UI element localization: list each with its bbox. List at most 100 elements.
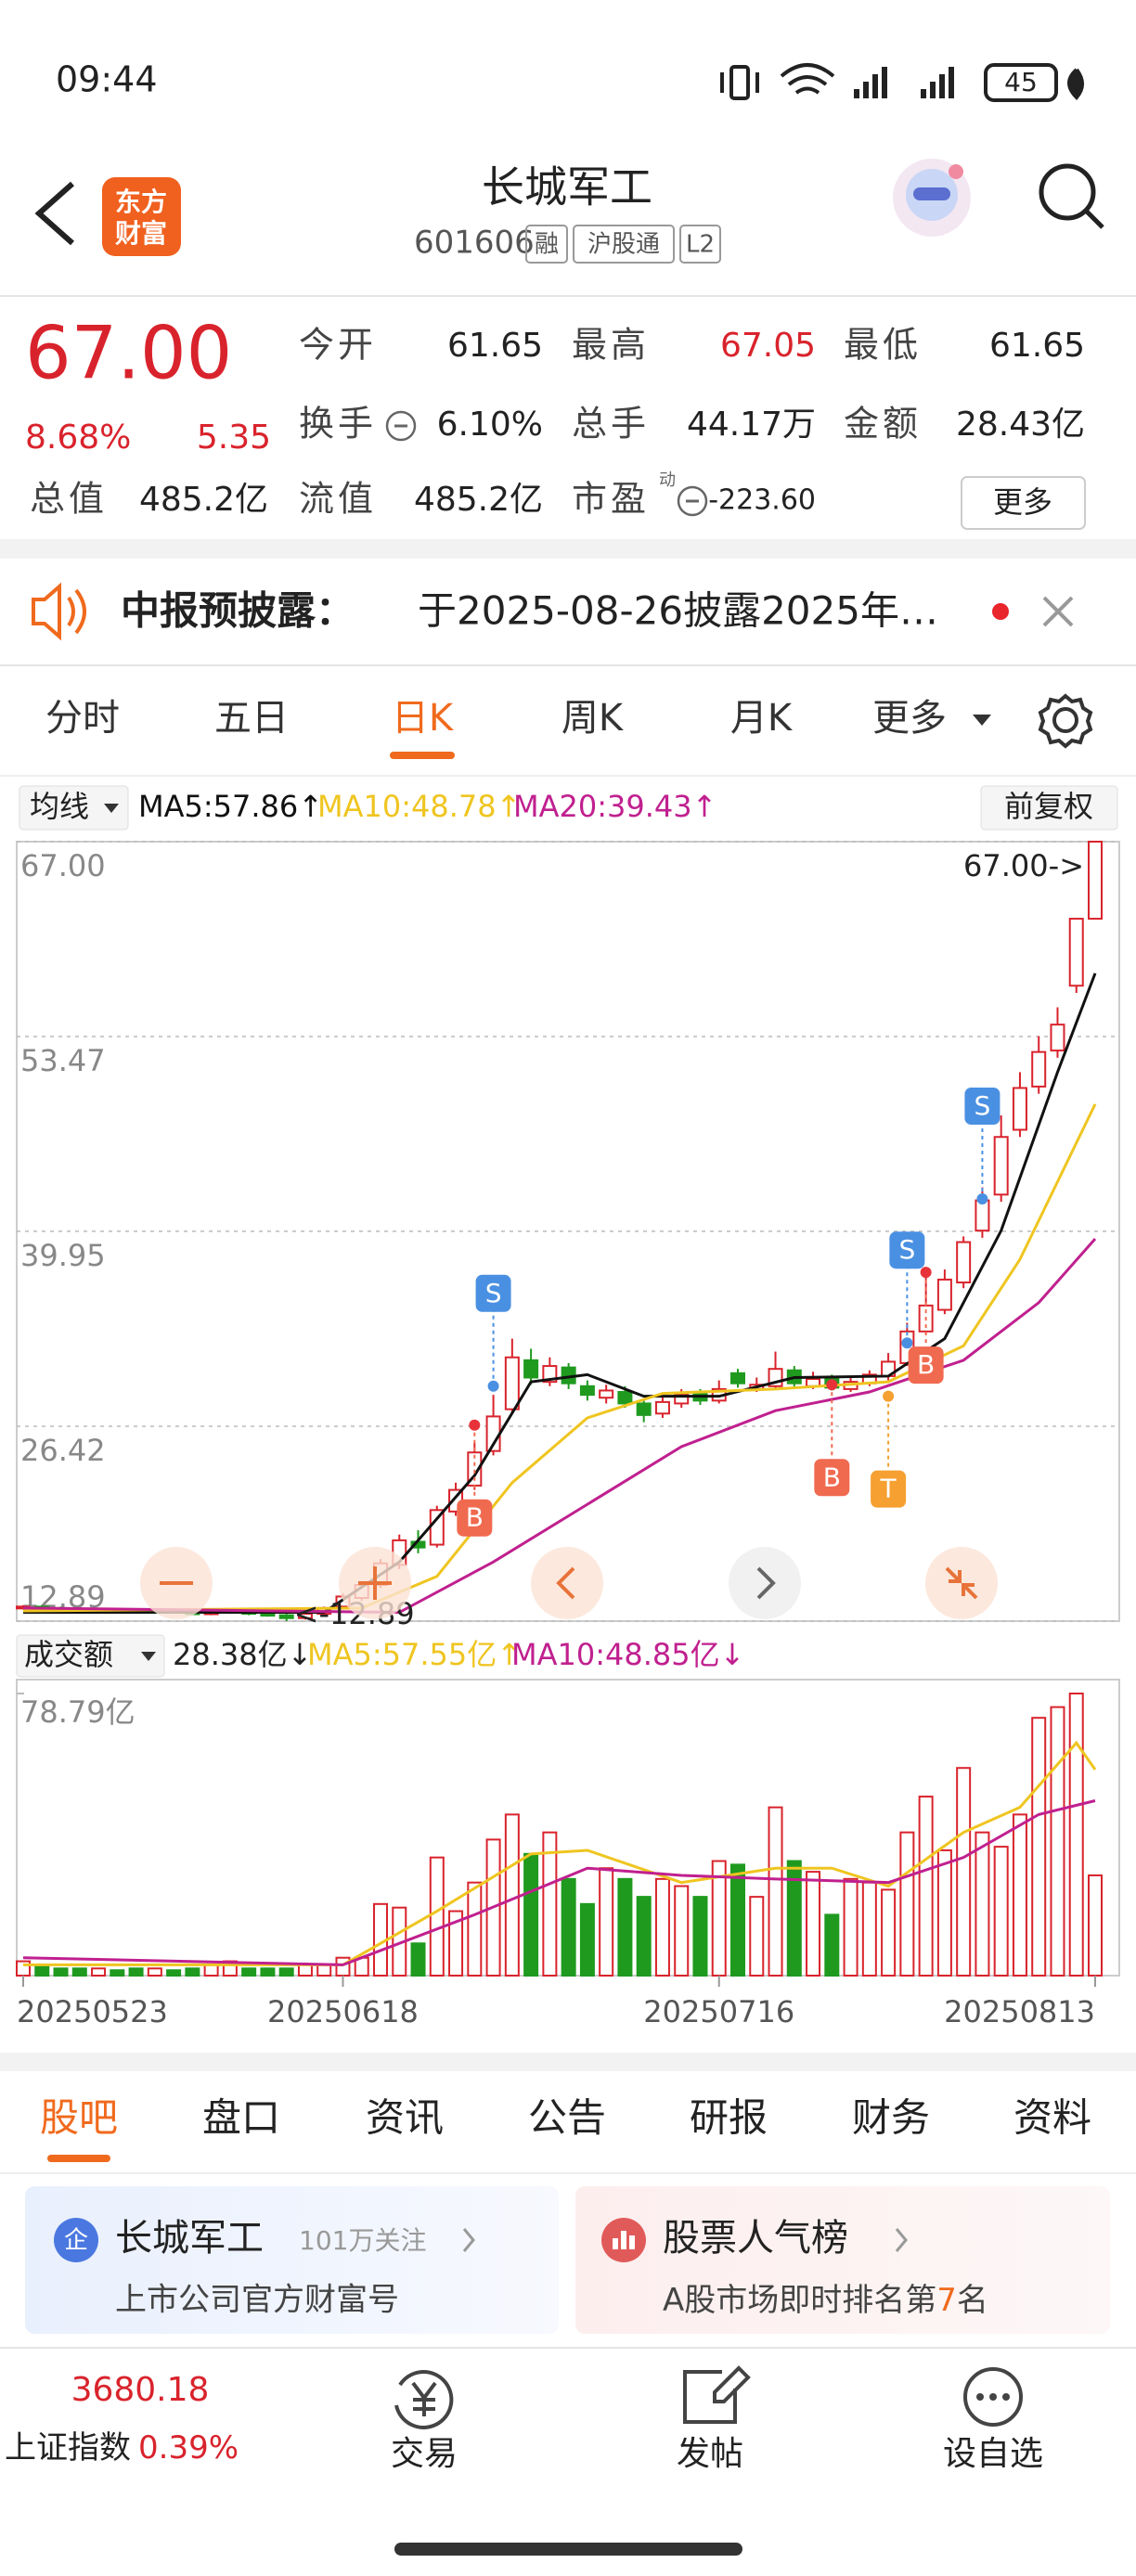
search-button[interactable] <box>1039 163 1104 229</box>
candle-body <box>956 1241 972 1284</box>
content-tab[interactable]: 资料 <box>1013 2095 1091 2141</box>
nav-label[interactable]: 交易 <box>391 2435 458 2473</box>
y-tick-label: 26.42 <box>20 1433 106 1468</box>
volume-bar <box>899 1831 915 1977</box>
content-tab[interactable]: 股吧 <box>40 2095 118 2141</box>
tab[interactable]: 更多 <box>872 697 947 740</box>
change-amount: 5.35 <box>197 419 271 457</box>
index-value[interactable]: 3680.18 <box>71 2371 210 2409</box>
candle-body <box>674 1394 690 1405</box>
tab[interactable]: 五日 <box>214 697 289 740</box>
volume-bar <box>429 1856 445 1977</box>
stat-label: 总手 <box>572 404 650 444</box>
content-tab[interactable]: 盘口 <box>202 2095 280 2141</box>
stat-label: 市盈 <box>572 479 650 520</box>
volume-bar <box>110 1969 125 1977</box>
volume-bar <box>278 1967 294 1977</box>
volume-bar <box>579 1902 595 1977</box>
ma-selector-label: 均线 <box>30 789 89 824</box>
settings-button[interactable] <box>1038 693 1093 749</box>
close-notice[interactable] <box>1042 596 1074 627</box>
signal-badge <box>964 1087 1000 1125</box>
signal-dot <box>826 1379 838 1391</box>
tab[interactable]: 周K <box>562 697 625 740</box>
volume-selector-label: 成交额 <box>24 1637 113 1672</box>
change-percent: 8.68% <box>25 419 131 457</box>
signal-label: S <box>485 1278 502 1308</box>
avatar[interactable] <box>893 159 971 237</box>
rank-suffix: 名 <box>957 2282 988 2319</box>
stat-value: 485.2亿 <box>414 481 543 519</box>
volume-bar <box>203 1964 219 1977</box>
back-button[interactable] <box>34 181 74 246</box>
info-icon <box>677 485 708 517</box>
y-tick-label: 53.47 <box>20 1043 106 1078</box>
trade-icon <box>394 2370 454 2429</box>
tab[interactable]: 月K <box>730 697 794 740</box>
company-card[interactable] <box>25 2186 559 2334</box>
zoom-in-button[interactable] <box>339 1547 411 1619</box>
last-price: 67.00 <box>25 312 232 395</box>
nav-label[interactable]: 设自选 <box>943 2435 1043 2473</box>
reset-zoom-button[interactable] <box>925 1547 998 1619</box>
signal-dot <box>883 1390 895 1402</box>
chart-controls <box>140 1547 998 1619</box>
more-button[interactable] <box>961 476 1086 530</box>
volume-bar <box>260 1967 276 1977</box>
volume-bar <box>786 1860 802 1977</box>
legend-item: MA10:48.78↑ <box>317 789 521 824</box>
legend-item: MA5:57.86↑ <box>138 789 323 824</box>
stat-value: 485.2亿 <box>139 481 268 519</box>
ma-line <box>22 1799 1096 1966</box>
content-tab[interactable]: 财务 <box>852 2095 930 2141</box>
tab[interactable]: 日K <box>392 697 455 740</box>
chevron <box>895 2228 908 2252</box>
content-tab[interactable]: 公告 <box>528 2095 606 2141</box>
tag: L2 <box>686 231 715 259</box>
adjust-selector[interactable] <box>980 785 1118 831</box>
volume-bar <box>1031 1717 1047 1977</box>
x-tick-label: 20250813 <box>944 1994 1095 2029</box>
ma-selector[interactable] <box>19 785 129 831</box>
nav-label[interactable]: 发帖 <box>677 2435 743 2473</box>
ma-line <box>23 1740 1097 1966</box>
signal-badge <box>475 1274 511 1312</box>
volume-selector[interactable] <box>16 1634 165 1678</box>
signal-badge <box>814 1459 850 1497</box>
signal-badge <box>871 1470 907 1508</box>
dropdown-arrow <box>104 804 119 813</box>
tab-underline <box>390 752 455 759</box>
volume-bar <box>1012 1813 1027 1977</box>
legend-item: MA20:39.43↑ <box>513 789 716 824</box>
index-change: 0.39% <box>138 2429 239 2467</box>
scroll-right-button[interactable] <box>729 1547 801 1619</box>
candle-body <box>1088 841 1103 921</box>
candle-body <box>993 1136 1009 1196</box>
candle-body <box>636 1402 652 1416</box>
notice-text[interactable]: 于2025-08-26披露2025年… <box>418 588 938 634</box>
candle-body <box>936 1278 952 1311</box>
signal-label: B <box>917 1349 935 1380</box>
tab-underline <box>47 2155 110 2162</box>
volume-bar <box>674 1885 690 1977</box>
candle-body <box>599 1389 614 1399</box>
content-tab[interactable]: 资讯 <box>366 2095 444 2141</box>
ranking-card[interactable] <box>575 2186 1110 2334</box>
volume-bar <box>861 1881 877 1977</box>
signal-badge <box>457 1499 493 1537</box>
tab[interactable]: 分时 <box>45 697 120 740</box>
dropdown-arrow <box>973 715 991 726</box>
candle-body <box>617 1391 633 1405</box>
volume-bar <box>806 1871 821 1977</box>
card-meta: 101万关注 <box>299 2225 426 2256</box>
content-tab[interactable]: 研报 <box>690 2095 768 2141</box>
zoom-out-button[interactable] <box>140 1547 213 1619</box>
scroll-left-button[interactable] <box>531 1547 603 1619</box>
volume-bar <box>993 1846 1009 1977</box>
status-icons <box>720 63 1084 102</box>
rank-prefix: A股市场即时排名第 <box>663 2282 936 2319</box>
volume-bar <box>936 1848 952 1977</box>
y-tick-label: 39.95 <box>20 1238 106 1273</box>
card-subtitle: 上市公司官方财富号 <box>115 2282 399 2319</box>
